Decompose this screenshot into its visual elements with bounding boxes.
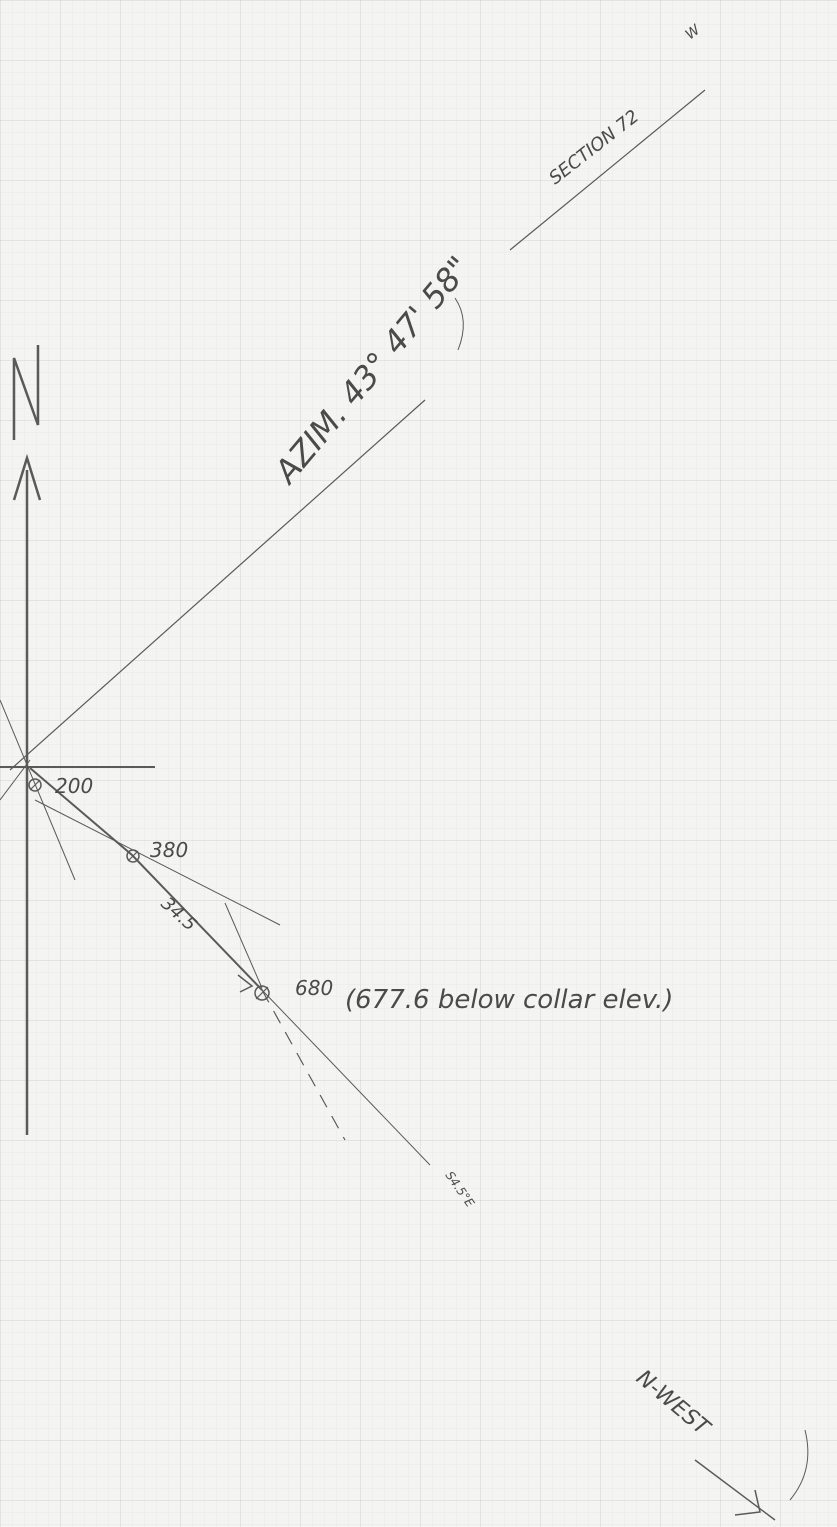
station-680	[254, 985, 270, 1001]
depth-680-label: 680	[295, 976, 333, 1000]
drill-trace	[29, 767, 431, 1166]
azimuth-line	[9, 399, 426, 771]
depth-680-note: (677.6 below collar elev.)	[345, 985, 673, 1015]
section-line	[509, 89, 706, 251]
depth-380-label: 380	[150, 838, 188, 862]
depth-200-label: 200	[55, 774, 93, 798]
azimuth-arc	[454, 297, 464, 351]
station-200	[28, 778, 42, 792]
north-arrow	[12, 345, 42, 1135]
station-380	[126, 849, 140, 863]
north-arrow-icon	[12, 345, 40, 440]
guide-line-b	[0, 759, 31, 801]
northwest-arrow	[694, 1429, 809, 1521]
